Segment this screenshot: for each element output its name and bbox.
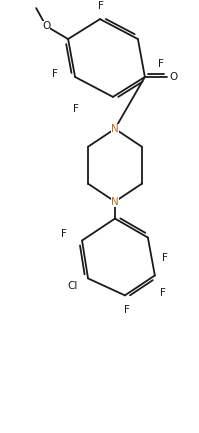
Text: F: F bbox=[61, 229, 67, 239]
Text: F: F bbox=[98, 1, 104, 11]
Text: F: F bbox=[162, 253, 168, 263]
Text: F: F bbox=[160, 288, 166, 298]
Text: N: N bbox=[111, 197, 119, 207]
Text: Cl: Cl bbox=[67, 281, 77, 291]
Text: F: F bbox=[52, 69, 58, 79]
Text: F: F bbox=[158, 59, 164, 69]
Text: O: O bbox=[170, 72, 178, 82]
Text: F: F bbox=[124, 305, 130, 315]
Text: F: F bbox=[73, 104, 79, 114]
Text: O: O bbox=[42, 21, 50, 31]
Text: N: N bbox=[111, 124, 119, 134]
